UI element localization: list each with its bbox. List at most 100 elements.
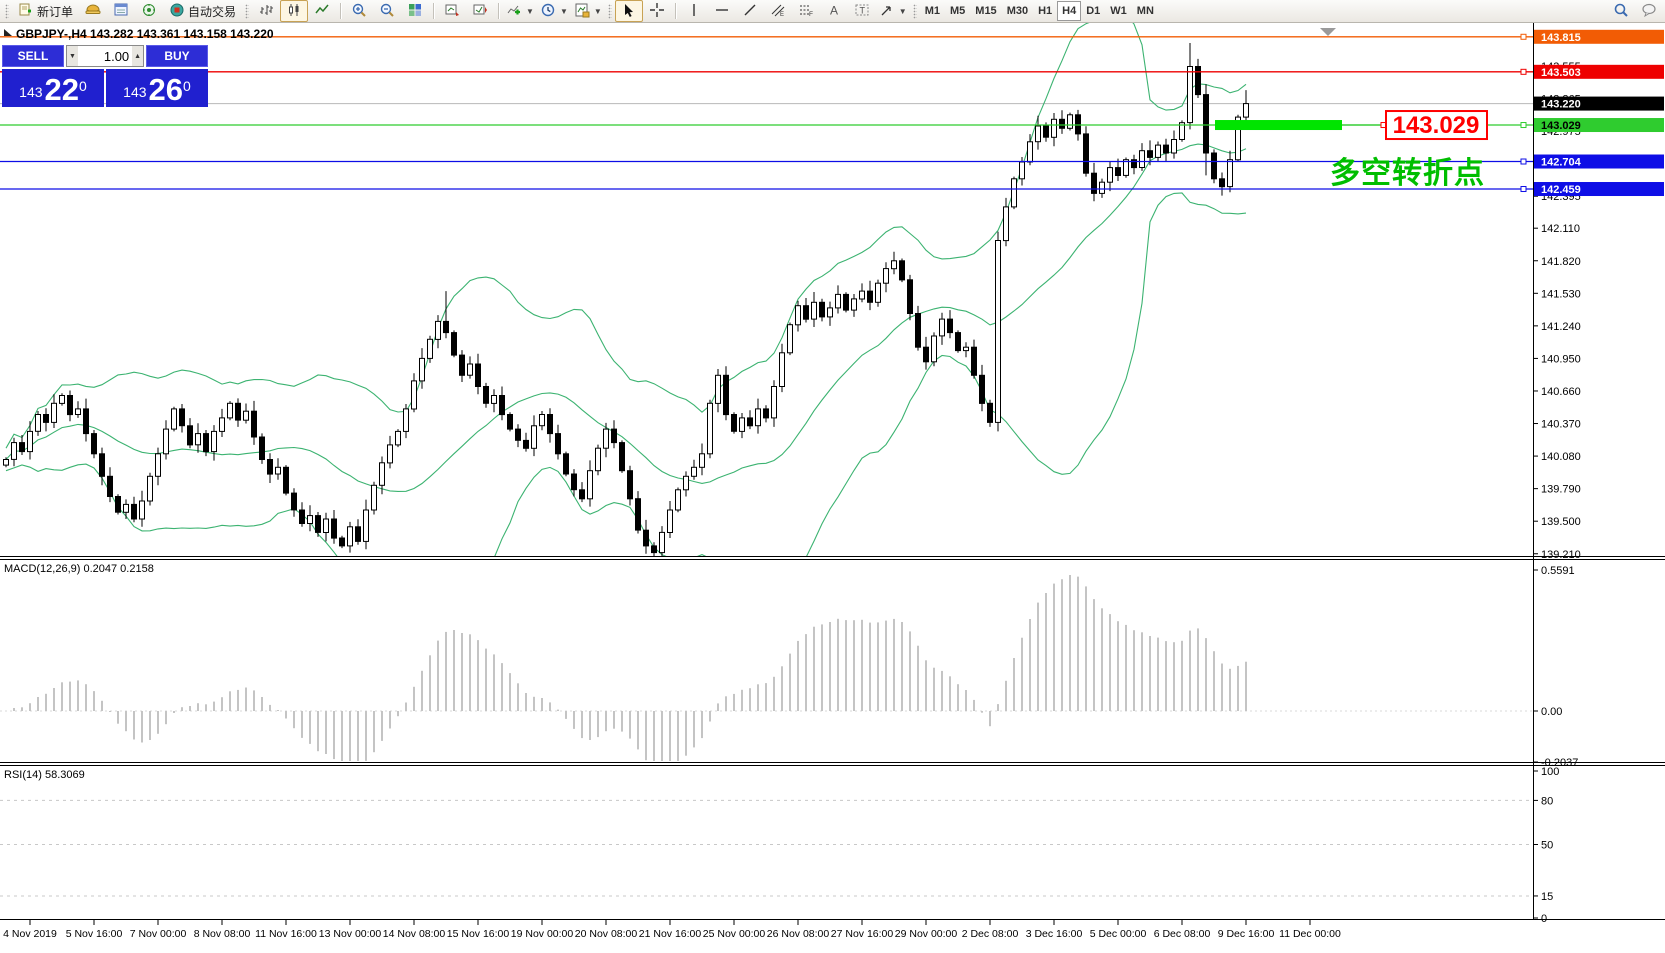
one-click-trading-panel: SELL ▼ ▲ BUY 143 22 0 143 26 0: [2, 45, 208, 107]
horizontal-line-tool-button[interactable]: [708, 0, 736, 22]
zoom-out-button[interactable]: [373, 0, 401, 22]
candle-body: [771, 386, 777, 419]
tab-w1[interactable]: W1: [1110, 5, 1127, 17]
search-button[interactable]: [1607, 0, 1635, 22]
candle-chart-mode-button[interactable]: [280, 0, 309, 22]
template-button[interactable]: ▼: [571, 0, 605, 22]
zoom-in-button[interactable]: [345, 0, 373, 22]
bar-chart-mode-button[interactable]: [252, 0, 280, 22]
text-tool-button[interactable]: A: [820, 0, 848, 22]
tab-m5[interactable]: M5: [950, 5, 966, 17]
channel-tool-button[interactable]: E: [764, 0, 792, 22]
time-tick-label: 13 Nov 00:00: [319, 928, 382, 940]
candle-body: [35, 414, 41, 432]
candle-body: [963, 346, 969, 352]
candle-body: [59, 395, 65, 404]
autotrade-button[interactable]: 自动交易: [163, 0, 242, 22]
equidistant-channel-icon: E: [770, 2, 786, 21]
current-price-label: 143.220: [1541, 99, 1581, 111]
candle-body: [987, 402, 993, 423]
volume-decrease-button[interactable]: ▼: [67, 46, 78, 66]
candle-body: [1027, 141, 1033, 163]
sell-button[interactable]: SELL: [2, 45, 64, 67]
navigator-button[interactable]: [135, 0, 163, 22]
main-toolbar: 新订单 自动交易: [0, 0, 1665, 23]
candle-body: [1179, 122, 1185, 140]
candle-body: [675, 489, 681, 511]
tab-mn[interactable]: MN: [1136, 5, 1154, 17]
annotation-text: 多空转折点: [1330, 157, 1485, 190]
scroll-to-end-button[interactable]: [466, 0, 494, 22]
fibonacci-tool-button[interactable]: F: [792, 0, 820, 22]
tab-m15[interactable]: M15: [975, 5, 997, 17]
chart-profile-button[interactable]: [79, 0, 107, 22]
volume-stepper: ▼ ▲: [66, 45, 144, 67]
toolbar-grip[interactable]: [912, 3, 917, 19]
candle-body: [715, 374, 721, 404]
text-label-tool-button[interactable]: T: [848, 0, 876, 22]
trendline-tool-button[interactable]: [736, 0, 764, 22]
new-order-label: 新订单: [37, 4, 74, 19]
chat-button[interactable]: [1635, 0, 1663, 22]
hline-handle[interactable]: [1520, 122, 1527, 129]
cursor-tool-button[interactable]: [614, 0, 643, 22]
candle-body: [1043, 125, 1049, 138]
hline-handle[interactable]: [1520, 186, 1527, 193]
vertical-line-tool-button[interactable]: [680, 0, 708, 22]
hline-handle[interactable]: [1520, 158, 1527, 165]
price-tag: [1534, 182, 1664, 197]
hline-handle[interactable]: [1520, 68, 1527, 75]
buy-price-display[interactable]: 143 26 0: [106, 69, 208, 107]
candle-body: [1147, 150, 1153, 158]
candle-body: [1227, 159, 1233, 188]
candle-body: [507, 414, 513, 430]
shapes-tool-button[interactable]: ▼: [876, 0, 910, 22]
sell-price-display[interactable]: 143 22 0: [2, 69, 104, 107]
candle-body: [171, 408, 177, 430]
new-order-button[interactable]: 新订单: [12, 0, 79, 22]
line-chart-mode-button[interactable]: [308, 0, 336, 22]
candle-body: [651, 545, 657, 554]
candle-body: [331, 518, 337, 539]
market-watch-button[interactable]: [107, 0, 135, 22]
tab-d1[interactable]: D1: [1086, 5, 1101, 17]
horizontal-line-icon: [714, 2, 730, 21]
chart-shift-marker-icon[interactable]: [1320, 28, 1336, 36]
candle-body: [291, 492, 297, 511]
candle-body: [51, 402, 57, 423]
volume-increase-button[interactable]: ▲: [132, 46, 143, 66]
tab-h4[interactable]: H4: [1057, 1, 1082, 21]
highlight-level-bar[interactable]: [1215, 120, 1342, 131]
time-tick-label: 29 Nov 00:00: [895, 928, 958, 940]
tab-m30[interactable]: M30: [1006, 5, 1029, 17]
candle-body: [851, 298, 857, 311]
price-tag-label: 143.503: [1541, 67, 1581, 79]
buy-button[interactable]: BUY: [146, 45, 208, 67]
tab-m1[interactable]: M1: [924, 5, 940, 17]
chart-window[interactable]: 143.029 多空转折点 GBPJPY-,H4 143.282 143.361 1…: [0, 23, 1665, 948]
tile-windows-button[interactable]: [401, 0, 429, 22]
candle-body: [3, 459, 9, 466]
price-chart-svg[interactable]: 143.029 多空转折点 GBPJPY-,H4 143.282 143.361 1…: [0, 23, 1665, 948]
candle-body: [243, 410, 249, 421]
candle-body: [779, 352, 785, 387]
arrange-windows-button[interactable]: [438, 0, 466, 22]
time-tick-label: 11 Nov 16:00: [255, 928, 317, 940]
add-indicator-button[interactable]: ▼: [503, 0, 537, 22]
candle-body: [811, 301, 817, 320]
candle-body: [339, 537, 345, 547]
candle-body: [659, 531, 665, 554]
one-click-collapse-icon[interactable]: [4, 29, 12, 36]
candle-body: [1211, 152, 1217, 180]
add-indicator-icon: [506, 2, 522, 21]
macd-label: MACD(12,26,9) 0.2047 0.2158: [4, 563, 154, 575]
crosshair-tool-button[interactable]: [643, 0, 671, 22]
tab-h1[interactable]: H1: [1038, 5, 1053, 17]
toolbar-grip[interactable]: [245, 3, 250, 19]
toolbar-grip[interactable]: [607, 3, 612, 19]
volume-input[interactable]: [77, 46, 133, 66]
toolbar-grip[interactable]: [5, 3, 9, 19]
price-callout-box[interactable]: [1385, 110, 1488, 141]
hline-handle[interactable]: [1520, 33, 1527, 40]
period-button[interactable]: ▼: [537, 0, 571, 22]
